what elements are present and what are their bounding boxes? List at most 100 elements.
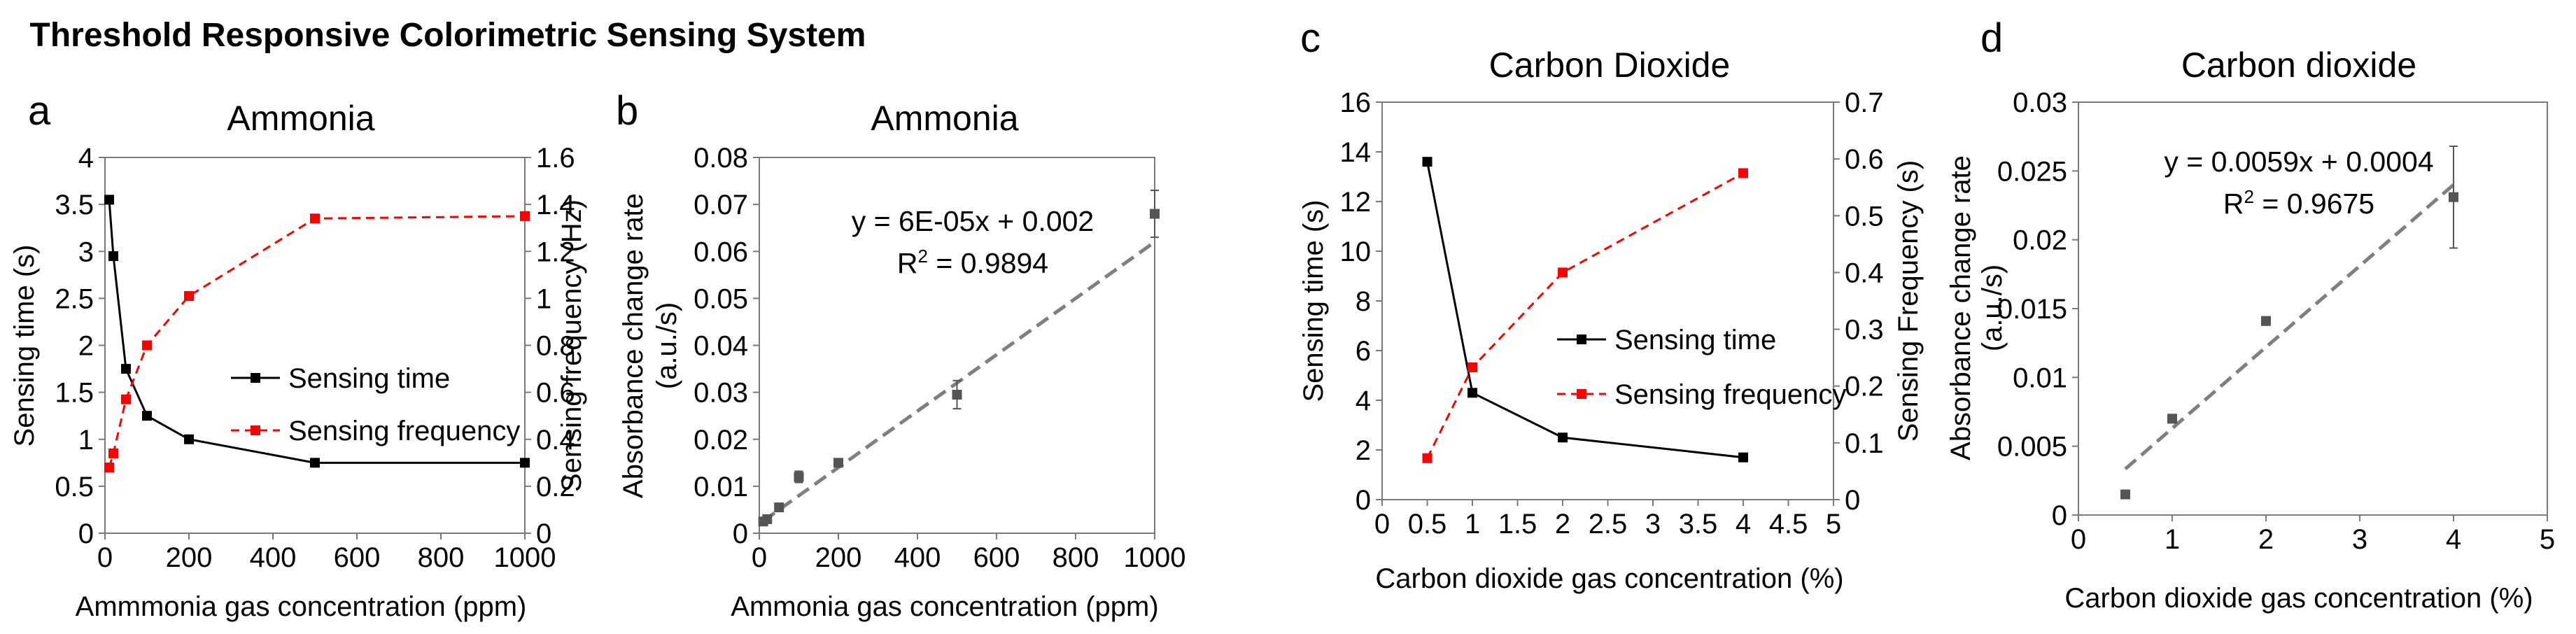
data-point xyxy=(310,213,320,224)
y-tick-label: 0.06 xyxy=(694,237,748,267)
y-tick-label: 3 xyxy=(78,237,94,267)
data-point xyxy=(1738,452,1748,463)
r-squared: R2 = 0.9675 xyxy=(2223,186,2374,220)
chart-title: Carbon Dioxide xyxy=(1489,45,1731,85)
y-tick-label: 1 xyxy=(78,425,94,456)
x-tick-label: 0 xyxy=(752,542,767,573)
y-tick-label: 0 xyxy=(78,519,94,549)
x-tick-label: 200 xyxy=(815,542,862,573)
data-point xyxy=(121,364,131,374)
data-point xyxy=(108,251,118,261)
legend-label: Sensing frequency xyxy=(288,416,520,446)
y2-tick-label: 0.2 xyxy=(1845,372,1884,402)
y-tick-label: 6 xyxy=(1356,336,1371,367)
data-point xyxy=(1422,453,1433,463)
x-axis-label: Carbon dioxide gas concentration (%) xyxy=(1375,563,1843,594)
x-tick-label: 1 xyxy=(1465,509,1480,540)
data-point xyxy=(2449,192,2458,202)
data-point xyxy=(1558,432,1568,443)
y-tick-label: 14 xyxy=(1340,137,1372,168)
x-tick-label: 800 xyxy=(1053,542,1099,573)
y2-axis-label: Sensing Frequency (s) xyxy=(1893,160,1924,442)
chart-title: Ammonia xyxy=(871,99,1018,138)
y-tick-label: 0 xyxy=(2052,500,2067,531)
y-tick-label: 3.5 xyxy=(55,190,94,220)
y-tick-label: 0.03 xyxy=(2013,87,2067,118)
legend-marker xyxy=(251,373,260,383)
chart-title: Carbon dioxide xyxy=(2181,45,2416,85)
r-squared-value: = 0.9894 xyxy=(928,247,1048,279)
x-tick-label: 3 xyxy=(1645,509,1661,540)
data-point xyxy=(1150,209,1160,219)
x-tick-label: 0 xyxy=(1374,509,1390,540)
data-point xyxy=(310,458,320,468)
x-axis-label: Carbon dioxide gas concentration (%) xyxy=(2064,583,2533,614)
y2-tick-label: 0.7 xyxy=(1845,87,1884,118)
x-tick-label: 3.5 xyxy=(1679,509,1718,540)
x-axis-label: Ammonia gas concentration (ppm) xyxy=(731,591,1158,622)
x-tick-label: 1.5 xyxy=(1498,509,1537,540)
r-squared-label: R xyxy=(897,247,918,279)
x-tick-label: 2 xyxy=(2258,524,2274,555)
y-tick-label: 2 xyxy=(78,331,94,362)
r-squared-value: = 0.9675 xyxy=(2254,188,2374,220)
y-tick-label: 0 xyxy=(1356,485,1371,516)
y-tick-label: 16 xyxy=(1340,87,1372,118)
y-axis-label: Sensing time (s) xyxy=(1298,200,1329,402)
data-point xyxy=(1738,168,1748,178)
y-tick-label: 0.07 xyxy=(694,190,748,220)
x-tick-label: 2 xyxy=(1555,509,1570,540)
x-tick-label: 400 xyxy=(250,542,297,573)
y-tick-label: 0.02 xyxy=(2013,225,2067,256)
y-axis-label-units: (a.u./s) xyxy=(1977,265,2008,351)
x-tick-label: 2.5 xyxy=(1589,509,1628,540)
y-tick-label: 4 xyxy=(1356,386,1371,416)
y2-tick-label: 0.4 xyxy=(536,425,575,456)
y2-tick-label: 0.6 xyxy=(536,378,575,409)
x-tick-label: 4 xyxy=(2446,524,2461,555)
x-tick-label: 0 xyxy=(97,542,113,573)
x-tick-label: 600 xyxy=(334,542,381,573)
data-point xyxy=(121,394,131,404)
data-point xyxy=(142,340,152,351)
y2-tick-label: 0.1 xyxy=(1845,428,1884,459)
x-axis-label: Ammmonia gas concentration (ppm) xyxy=(76,591,527,622)
y-tick-label: 2 xyxy=(1356,435,1371,466)
y-tick-label: 0.5 xyxy=(55,472,94,502)
r-squared-exponent: 2 xyxy=(918,246,928,267)
legend-label: Sensing frequency xyxy=(1614,379,1846,410)
data-point xyxy=(1468,362,1477,372)
legend-marker xyxy=(251,425,260,435)
x-tick-label: 4.5 xyxy=(1769,509,1808,540)
plot-frame xyxy=(1381,101,1834,500)
y-axis-label: Sensing time (s) xyxy=(9,245,40,447)
y-tick-label: 1.5 xyxy=(55,378,94,409)
x-tick-label: 0.5 xyxy=(1408,509,1447,540)
data-point xyxy=(774,502,784,513)
data-point xyxy=(762,514,773,524)
regression-equation: y = 6E-05x + 0.002 xyxy=(852,205,1094,237)
y2-tick-label: 0.5 xyxy=(1845,201,1884,232)
x-tick-label: 600 xyxy=(973,542,1020,573)
x-tick-label: 1000 xyxy=(494,542,556,573)
x-tick-label: 400 xyxy=(894,542,941,573)
y-tick-label: 0.01 xyxy=(2013,362,2067,393)
data-point xyxy=(952,389,962,400)
trendline xyxy=(2124,183,2455,471)
x-tick-label: 5 xyxy=(1826,509,1841,540)
y-axis-label: Absorbance change rate xyxy=(1945,155,1976,460)
trendline xyxy=(762,240,1156,523)
legend-label: Sensing time xyxy=(1614,325,1776,355)
data-point xyxy=(184,291,194,302)
y2-tick-label: 1 xyxy=(536,283,551,314)
chart-title: Ammonia xyxy=(227,99,374,138)
legend-marker xyxy=(1577,334,1586,344)
y2-tick-label: 0 xyxy=(536,519,551,549)
data-point xyxy=(1558,267,1568,278)
x-tick-label: 0 xyxy=(2071,524,2086,555)
x-tick-label: 4 xyxy=(1736,509,1751,540)
y-tick-label: 0.05 xyxy=(694,283,748,314)
data-point xyxy=(104,463,114,473)
r-squared-exponent: 2 xyxy=(2244,186,2254,207)
